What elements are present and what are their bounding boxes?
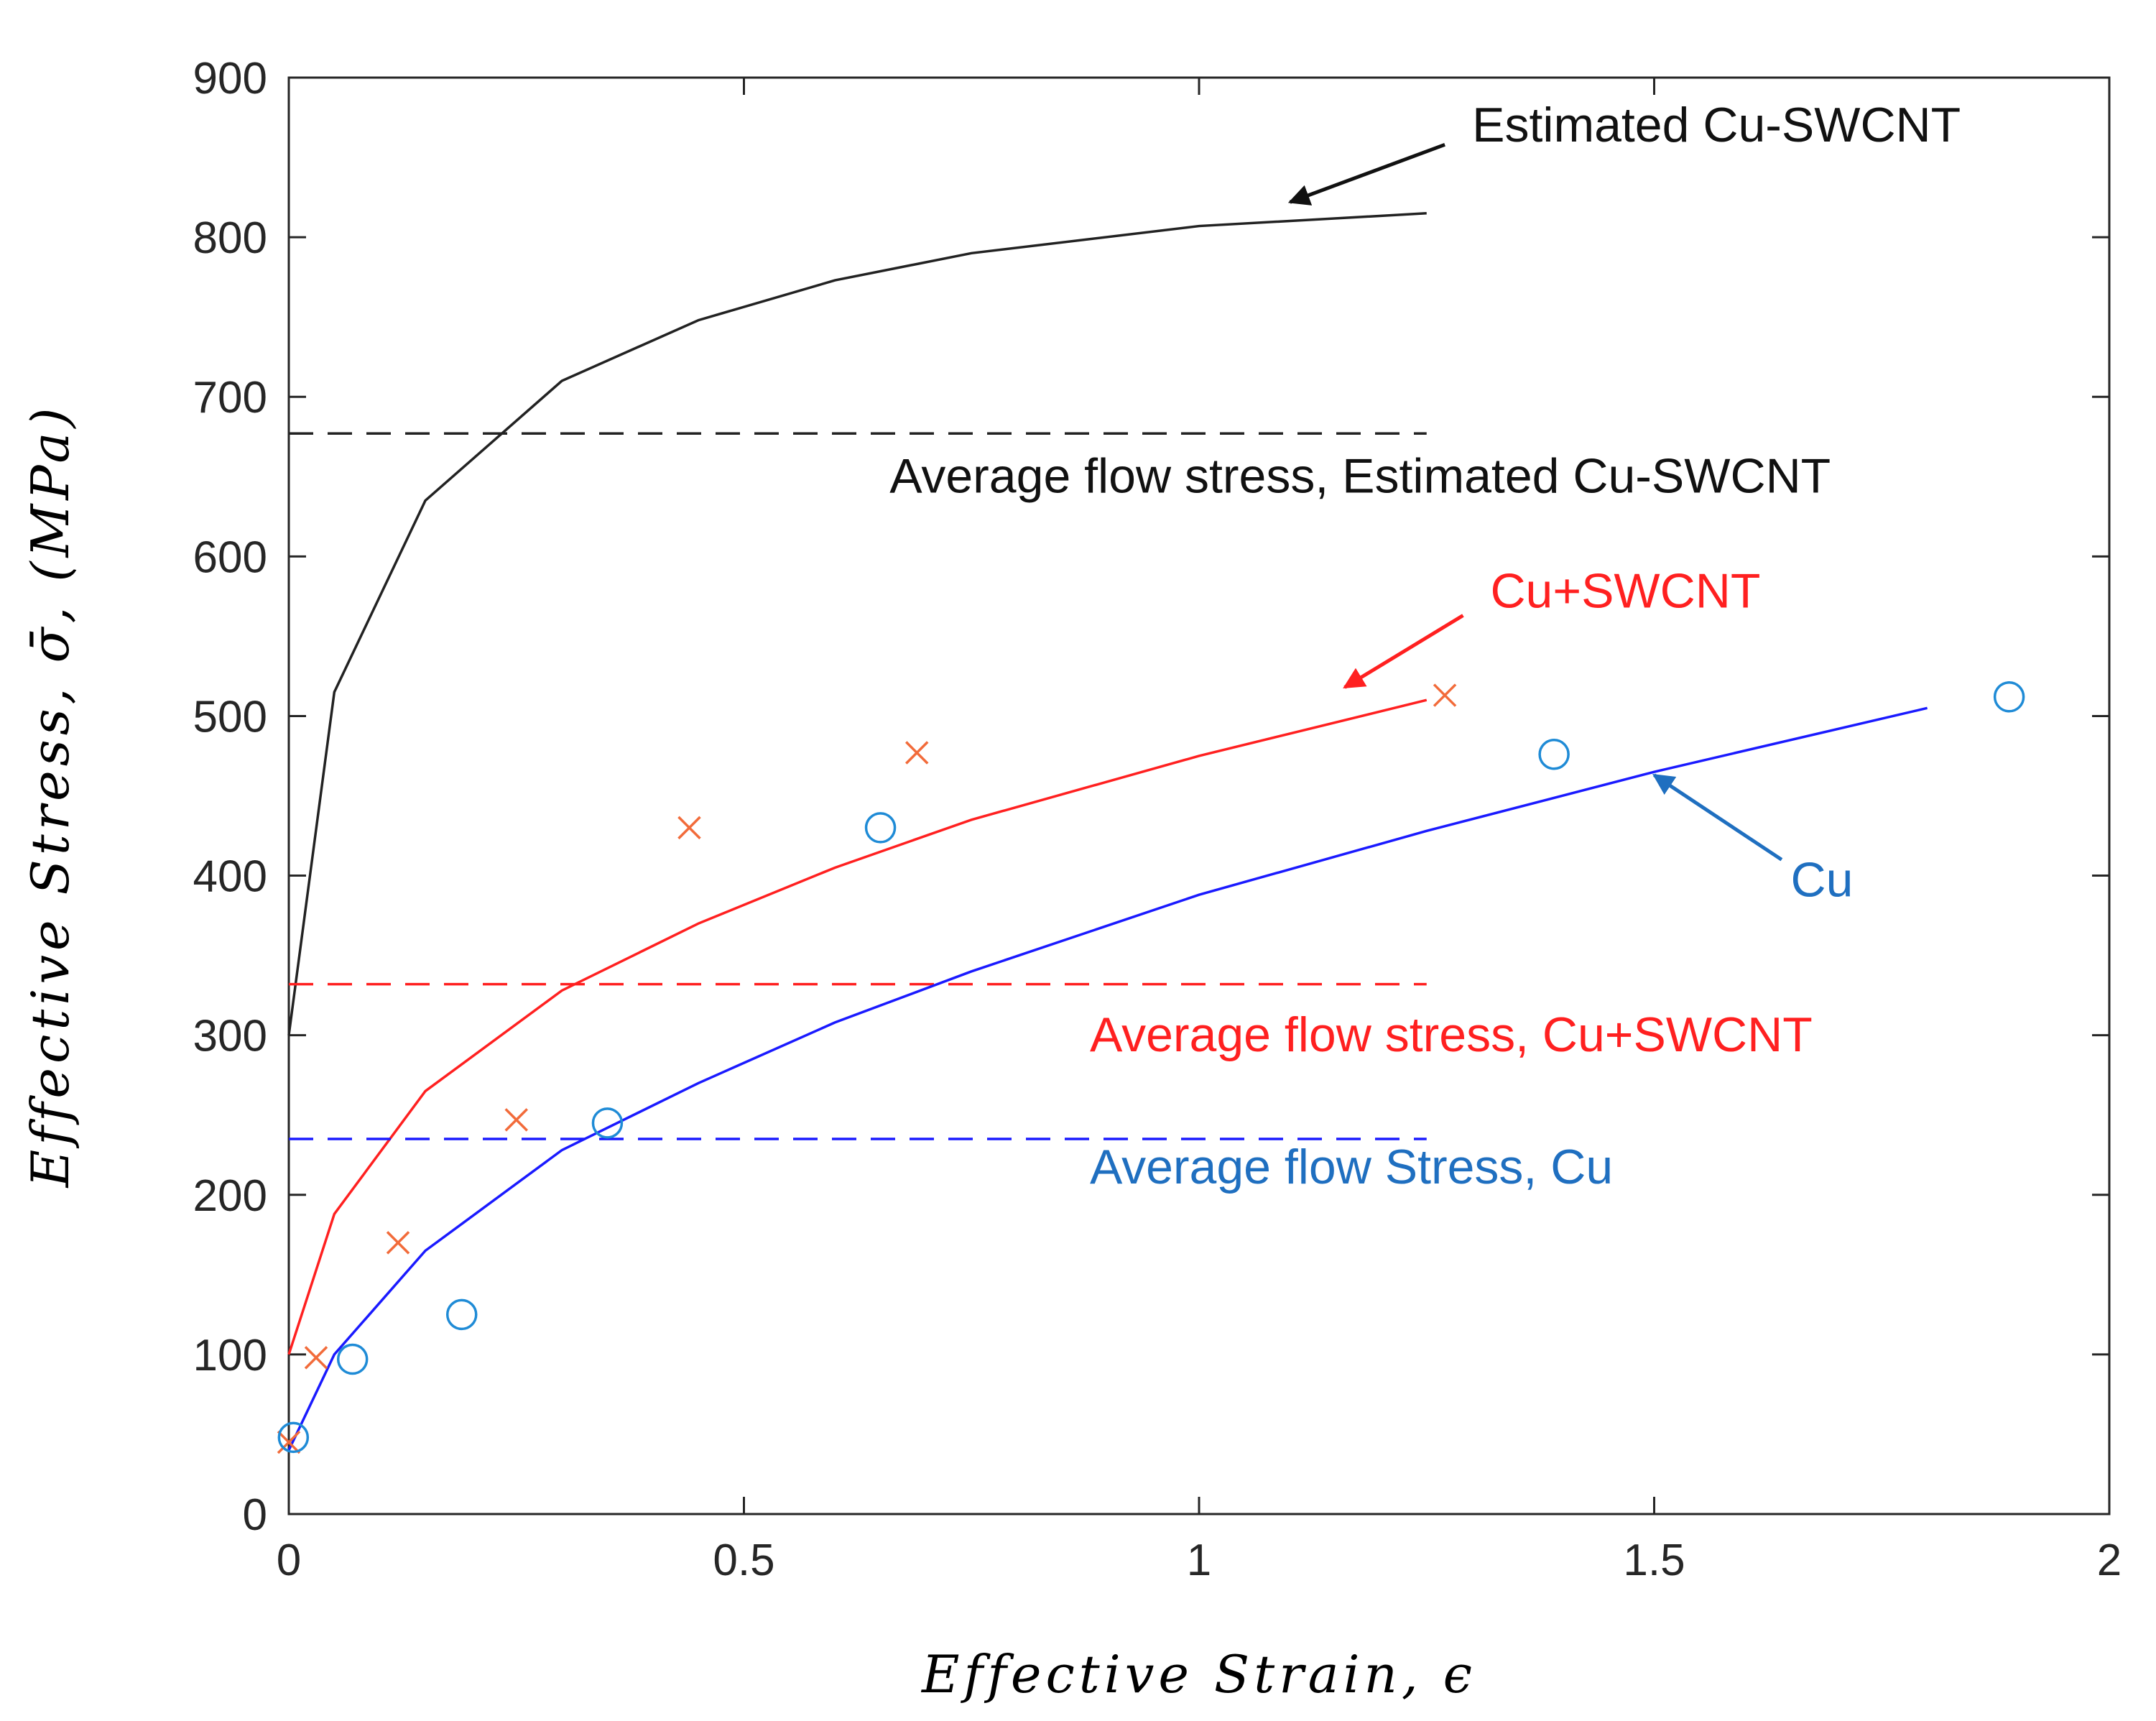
y-tick-label: 400 <box>193 852 267 902</box>
data-point-circle <box>277 1421 310 1454</box>
y-tick-label: 0 <box>243 1490 267 1540</box>
y-tick-label: 700 <box>193 373 267 423</box>
y-axis-title: Effective Stress, σ̄, (MPa) <box>20 404 80 1189</box>
y-tick-label: 800 <box>193 213 267 263</box>
label-average-flow-stress-estimated-cu-swcnt: Average flow stress, Estimated Cu-SWCNT <box>889 448 1831 503</box>
data-point-x <box>904 741 929 765</box>
y-tick-label: 200 <box>193 1171 267 1221</box>
label-average-flow-stress-cu: Average flow Stress, Cu <box>1090 1140 1613 1194</box>
x-tick-label: 0 <box>277 1536 301 1585</box>
data-point-circle <box>445 1298 478 1331</box>
data-point-circle <box>1993 681 2025 713</box>
data-point-x <box>304 1346 328 1370</box>
data-point-circle <box>591 1107 624 1139</box>
label-cu-swcnt: Cu+SWCNT <box>1490 563 1760 618</box>
data-point-x <box>677 816 701 840</box>
label-cu: Cu <box>1791 852 1854 907</box>
label-estimated-cu-swcnt: Estimated Cu-SWCNT <box>1472 98 1961 152</box>
data-point-x <box>1433 683 1457 707</box>
data-point-x <box>386 1231 410 1255</box>
y-tick-label: 900 <box>193 54 267 103</box>
x-axis-title: Effective Strain, ϵ <box>920 1644 1476 1704</box>
data-point-circle <box>864 812 897 844</box>
plot-area <box>287 76 2111 1515</box>
arrow-cu <box>1652 773 1783 862</box>
x-tick-label: 1.5 <box>1623 1536 1685 1585</box>
data-point-x <box>277 1430 301 1454</box>
y-tick-label: 500 <box>193 692 267 742</box>
tick-labels: 0 0.5 1 1.5 2 0 100 200 300 400 500 600 700 800 900 <box>193 54 2122 1585</box>
annotation-layer: Estimated Cu-SWCNT Average flow stress, E… <box>889 98 1961 1194</box>
arrow-estimated-cu-swcnt <box>1287 142 1445 206</box>
label-average-flow-stress-cu-swcnt: Average flow stress, Cu+SWCNT <box>1090 1007 1813 1062</box>
y-tick-label: 600 <box>193 532 267 582</box>
data-point-x <box>504 1108 528 1132</box>
y-tick-label: 100 <box>193 1331 267 1380</box>
x-tick-label: 1 <box>1187 1536 1211 1585</box>
x-tick-label: 2 <box>2097 1536 2122 1585</box>
data-point-circle <box>1538 739 1570 770</box>
x-tick-label: 0.5 <box>713 1536 774 1585</box>
data-point-circle <box>336 1343 369 1375</box>
series-layer <box>277 212 2025 1454</box>
series-estimated-cu-swcnt <box>287 212 1427 1035</box>
axis-ticks <box>287 76 2111 1515</box>
series-cu <box>287 706 1928 1451</box>
series-cu-swcnt-experimental <box>277 683 1457 1454</box>
y-tick-label: 300 <box>193 1012 267 1061</box>
series-cu-experimental <box>277 681 2025 1454</box>
arrow-cu-swcnt <box>1343 614 1464 689</box>
series-cu-swcnt <box>287 698 1428 1355</box>
